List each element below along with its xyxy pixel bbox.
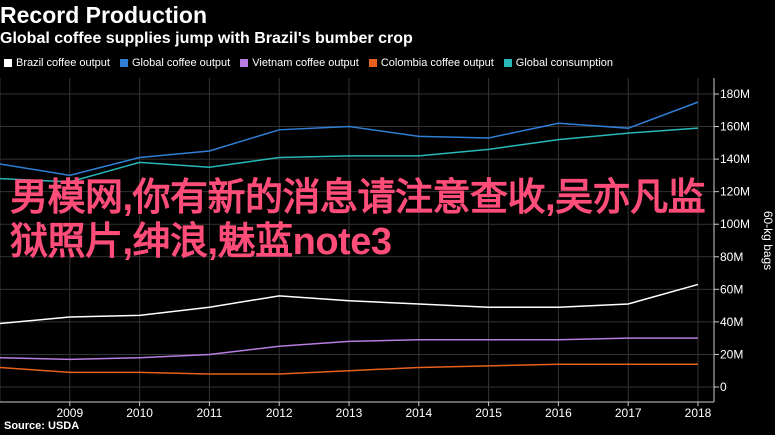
legend-swatch bbox=[240, 59, 249, 67]
y-tick-label: 40M bbox=[720, 315, 743, 329]
x-tick-label: 2012 bbox=[266, 406, 293, 420]
y-tick-label: 100M bbox=[720, 217, 750, 231]
legend-item: Vietnam coffee output bbox=[240, 57, 359, 69]
legend-item: Global consumption bbox=[503, 57, 614, 69]
y-tick-label: 80M bbox=[720, 250, 743, 264]
y-axis-label: 60-kg bags bbox=[761, 211, 775, 270]
legend-swatch bbox=[119, 59, 128, 67]
series-line bbox=[0, 101, 699, 177]
x-tick-label: 2014 bbox=[405, 406, 432, 420]
legend-label: Colombia coffee output bbox=[380, 57, 494, 69]
legend-label: Global consumption bbox=[515, 57, 614, 69]
y-tick-label: 60M bbox=[720, 282, 743, 296]
legend-item: Brazil coffee output bbox=[4, 57, 110, 69]
y-tick-label: 0 bbox=[720, 380, 727, 394]
chart-title: Record Production bbox=[0, 2, 208, 28]
series-line bbox=[0, 283, 699, 325]
legend: Brazil coffee output Global coffee output… bbox=[4, 57, 613, 69]
x-tick-label: 2016 bbox=[545, 406, 572, 420]
legend-label: Brazil coffee output bbox=[16, 57, 110, 69]
x-tick-label: 2009 bbox=[56, 406, 83, 420]
legend-label: Global coffee output bbox=[131, 57, 231, 69]
x-tick-label: 2013 bbox=[336, 406, 363, 420]
chart-subtitle: Global coffee supplies jump with Brazil'… bbox=[0, 30, 413, 47]
legend-swatch bbox=[4, 59, 12, 67]
y-tick-label: 20M bbox=[720, 347, 743, 361]
overlay-text: 男模网,你有新的消息请注意查收,吴亦凡监狱照片,绅浪,魅蓝note3 bbox=[10, 177, 706, 263]
legend-swatch bbox=[503, 59, 512, 67]
x-tick-label: 2018 bbox=[685, 406, 712, 420]
x-tick-label: 2017 bbox=[615, 406, 642, 420]
x-tick-label: 2010 bbox=[126, 406, 153, 420]
y-tick-label: 160M bbox=[720, 120, 750, 134]
x-tick-label: 2015 bbox=[475, 406, 502, 420]
y-tick-label: 180M bbox=[720, 87, 750, 101]
legend-label: Vietnam coffee output bbox=[252, 57, 359, 69]
legend-item: Global coffee output bbox=[119, 57, 231, 69]
series-line bbox=[0, 337, 698, 361]
legend-swatch bbox=[368, 59, 377, 67]
legend-item: Colombia coffee output bbox=[368, 57, 494, 69]
y-tick-label: 120M bbox=[720, 185, 750, 199]
source-note: Source: USDA bbox=[4, 420, 80, 432]
series-line bbox=[0, 363, 698, 375]
series-line bbox=[0, 127, 699, 183]
y-tick-label: 140M bbox=[720, 152, 750, 166]
x-tick-label: 2011 bbox=[196, 406, 222, 420]
